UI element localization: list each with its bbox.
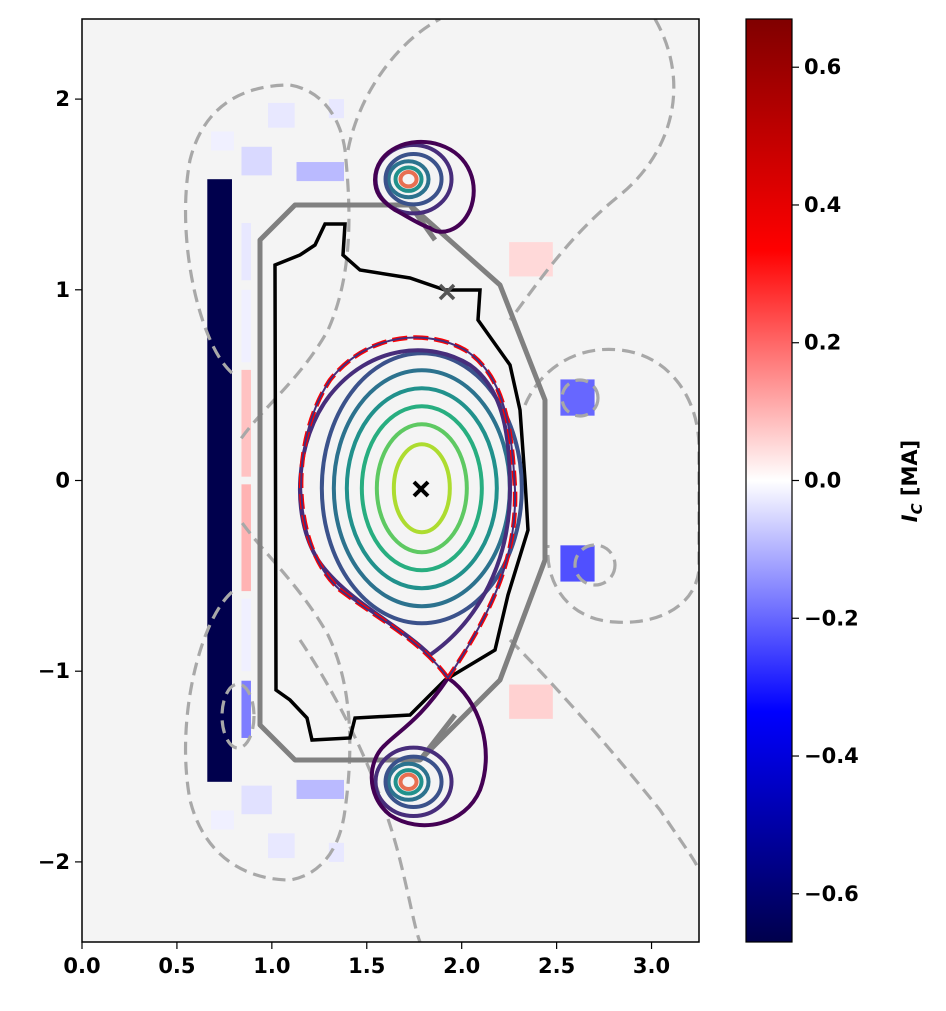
x-tick-label: 0.5 [158,954,195,978]
dashed-flux-upper-right [508,19,676,321]
y-tick-label: 2 [55,87,70,111]
colorbar-tick-label: 0.4 [804,193,841,217]
x-tick-label: 3.0 [633,954,670,978]
flux-contour-coil-lower-5 [373,745,454,819]
coil-pf7u [328,99,344,119]
coil-pf1u [241,223,251,281]
dashed-flux-lower-left [183,519,352,882]
coil-pf2u [241,289,251,363]
colorbar-label-sub: C [908,503,926,514]
coil-pf8l [211,810,234,830]
coil-pf1l [241,680,251,738]
flux-contour-coil-lower-4 [383,754,444,810]
colorbar-label-main: I [898,514,922,522]
dashed-flux-upper-swirl [346,19,441,151]
colorbar-tick-label: 0.6 [804,55,841,79]
flux-contour-near-separatrix [297,348,513,657]
flux-contour-coil-lower-3 [386,761,431,802]
coil-opf3l [509,684,553,719]
x-point-marker [438,283,456,301]
flux-contour-core-3 [359,404,484,573]
flux-contour-coil-upper-2 [393,165,424,193]
separatrix-core [300,336,517,679]
coil-pf3l [241,484,251,592]
dashed-flux-upper-left [183,83,351,441]
x-tick-label: 1.5 [348,954,385,978]
y-tick-label: −2 [38,850,70,874]
colorbar-label: IC [MA] [898,440,926,523]
magnetic-axis-marker [412,480,430,498]
y-tick-label: 0 [55,469,70,493]
colorbar-tick-label: −0.4 [804,744,859,768]
flux-contour-coil-lower-1 [398,772,419,792]
coil-pf4u [241,146,272,176]
colorbar-axis: 0.6 0.4 0.2 0.0 −0.2 −0.4 −0.6 [792,55,859,906]
x-tick-label: 2.0 [443,954,480,978]
x-tick-label: 1.0 [253,954,290,978]
colorbar-tick-label: 0.0 [804,469,841,493]
y-tick-label: 1 [55,278,70,302]
flux-contour-coil-upper-1 [398,169,419,189]
dashed-flux-small-upper [560,378,600,418]
coil-pf2l [241,598,251,672]
dashed-flux-right-loop [523,347,699,624]
y-tick-label: −1 [38,659,70,683]
flux-contour-core-1 [391,442,452,535]
flux-contour-coil-lower-2 [393,768,424,796]
coil-pf7l [328,842,344,862]
coil-pf5u [296,162,344,182]
flux-contour-coil-upper-3 [386,159,431,200]
flux-contour-core-2 [374,422,469,555]
flux-contour-lower-loop [369,675,488,828]
coil-cs [207,179,232,782]
plot-background [82,19,699,942]
dashed-flux-small-left [220,682,256,750]
colorbar-tick-label: −0.2 [804,606,859,630]
coil-pf6l [268,833,295,859]
axis-marker-stroke-2 [412,480,430,498]
vessel-lower-arm [418,713,457,762]
flux-contours [297,139,524,828]
colorbar-label-unit: [MA] [898,440,922,504]
flux-contour-coil-upper-4 [383,151,444,207]
plot-area [183,19,699,942]
vessel-upper-arm [407,203,438,242]
dashed-flux-lower-cross [298,639,422,942]
coil-pf3u [241,369,251,477]
flux-contour-upper-loop [372,139,476,234]
colorbar [745,18,793,943]
colorbar-tick-label: 0.2 [804,331,841,355]
x-tick-label: 0.0 [63,954,100,978]
coil-pf4l [241,785,272,815]
coil-pf5l [296,779,344,799]
coil-pf6u [268,102,295,128]
flux-contour-core-6 [319,351,524,626]
limiter [273,222,530,742]
x-tick-label: 2.5 [538,954,575,978]
colorbar-tick-label: −0.6 [804,882,859,906]
x-point-stroke-2 [438,283,456,301]
coil-pf8u [211,131,234,151]
dashed-flux-small-lower [573,543,617,587]
vacuum-vessel [257,202,548,763]
pf-coils [207,99,595,862]
x-axis: 0.0 0.5 1.0 1.5 2.0 2.5 3.0 [63,942,670,978]
flux-contour-core-4 [344,386,499,591]
y-axis: −2 −1 0 1 2 [38,87,82,874]
dashed-flux-lines [183,19,699,942]
